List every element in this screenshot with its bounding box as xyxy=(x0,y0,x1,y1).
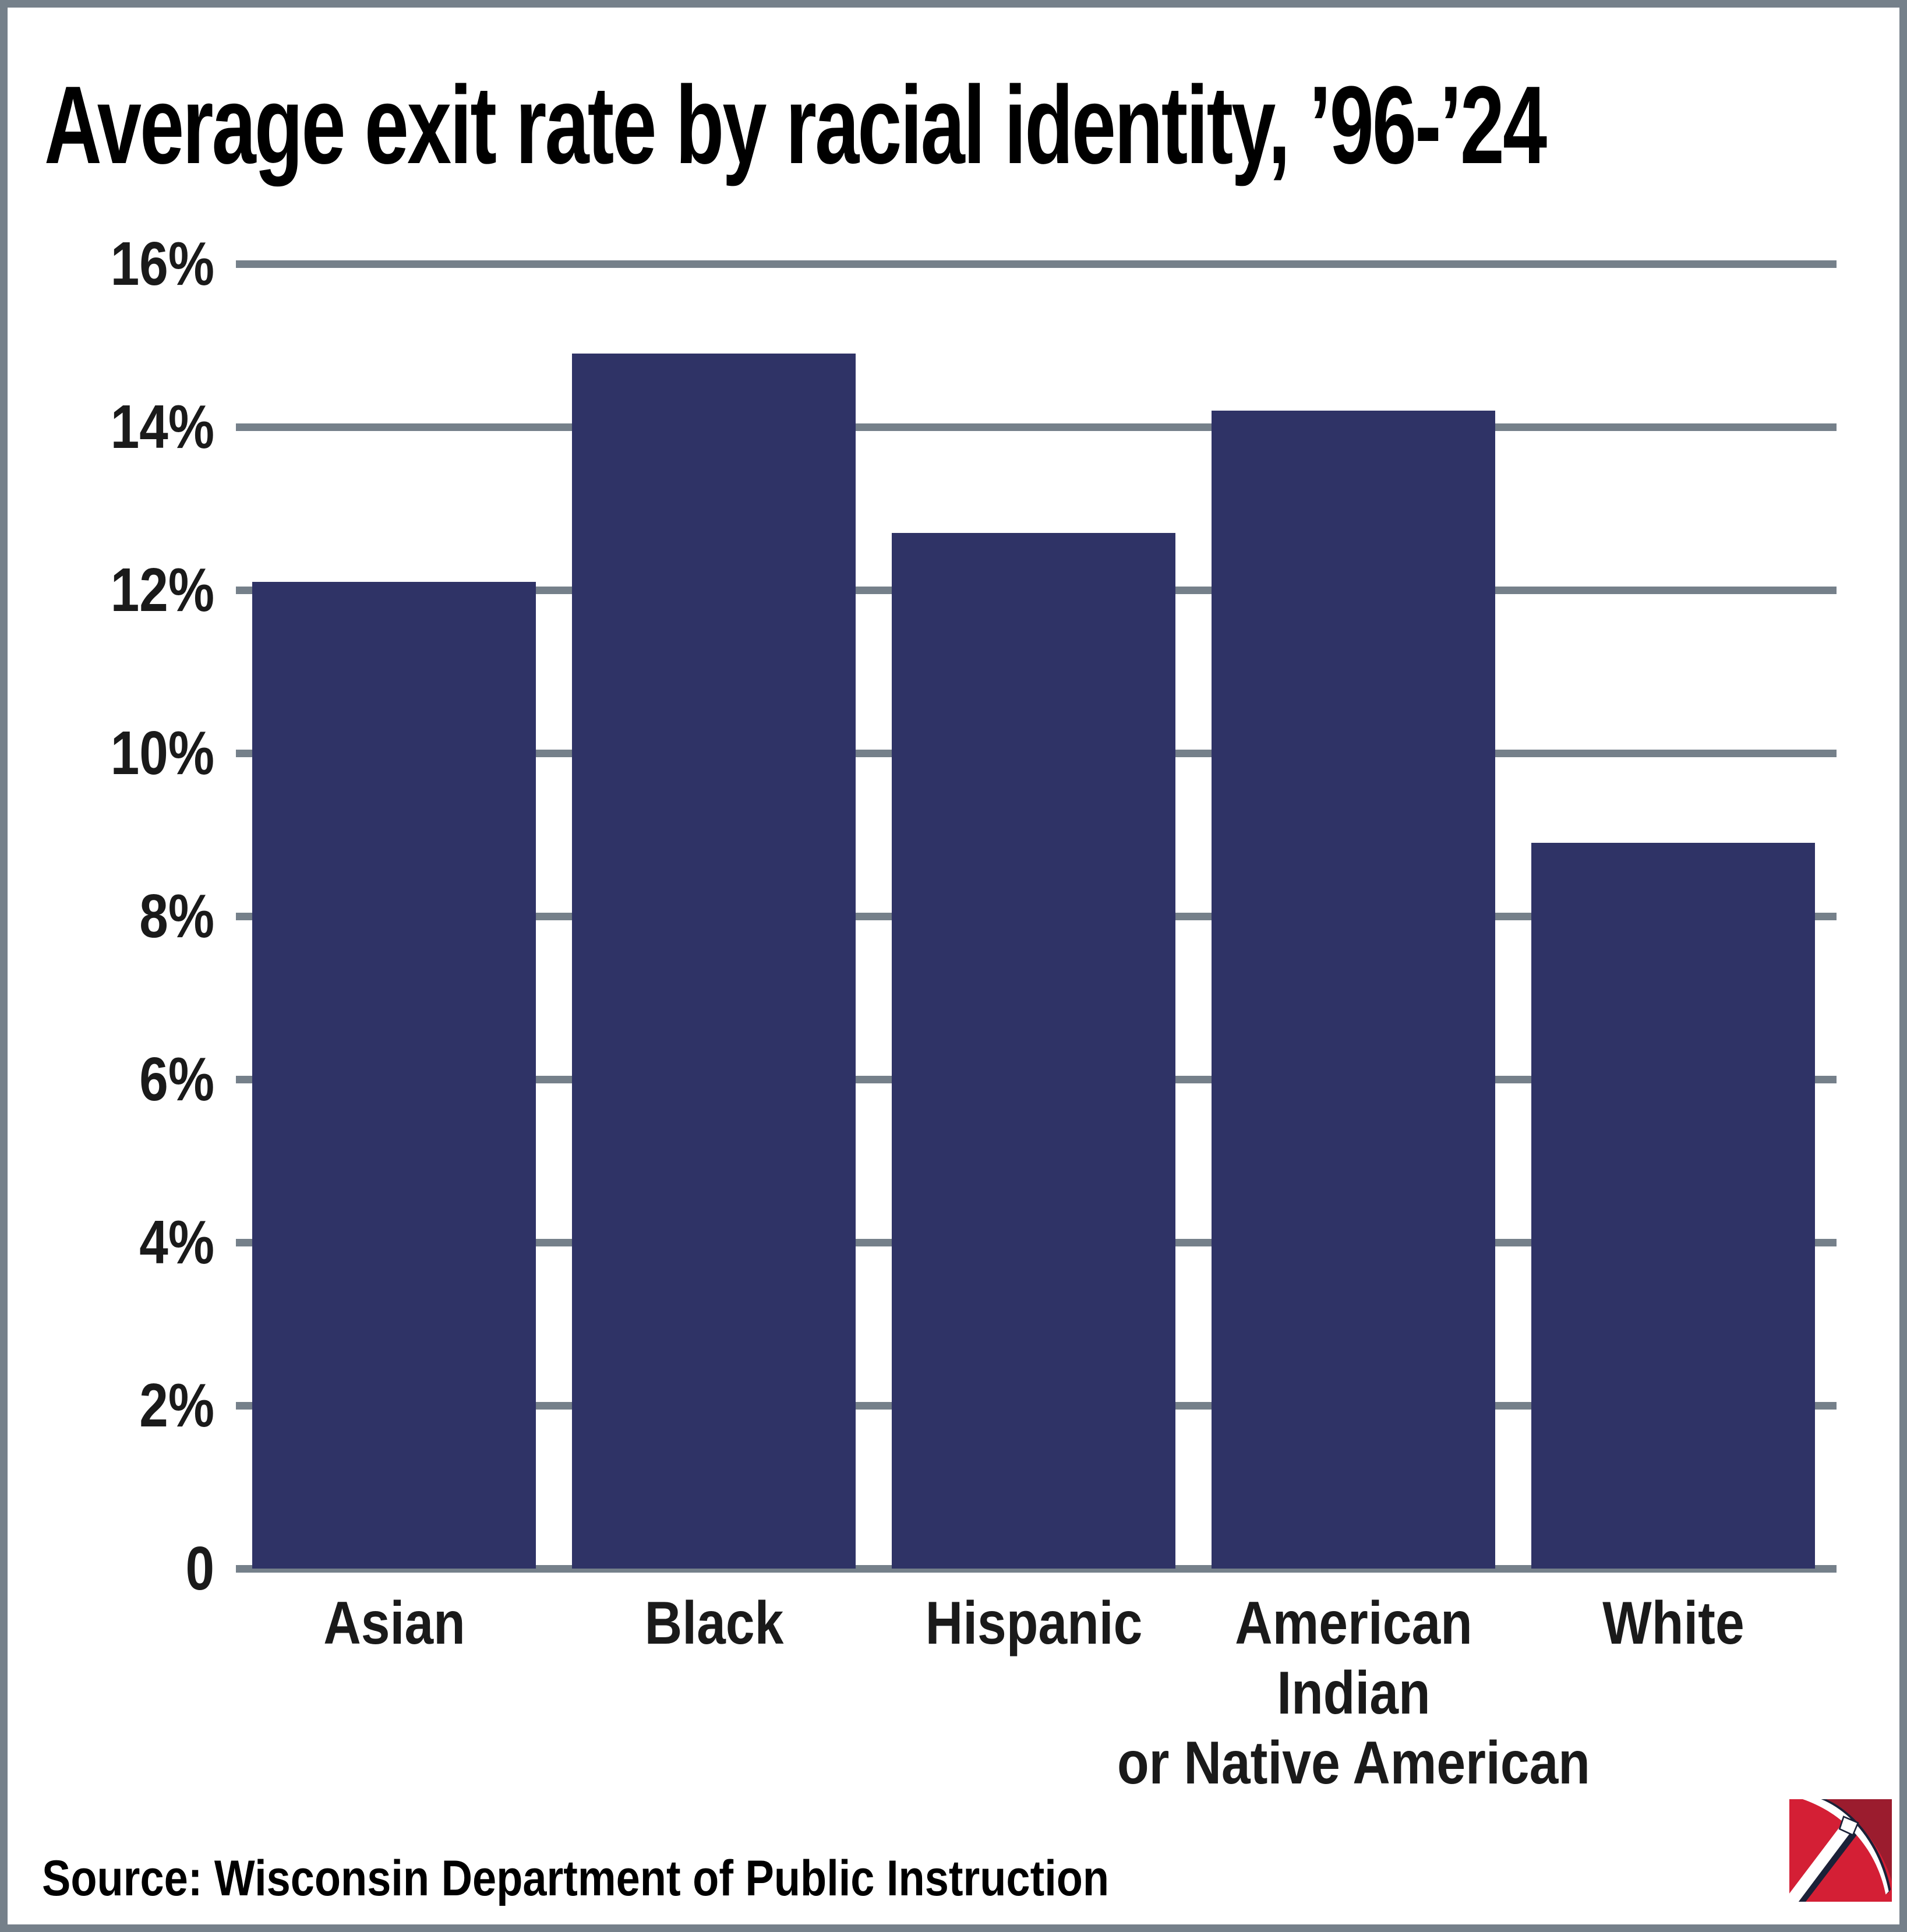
y-tick-label-2: 2% xyxy=(139,1371,214,1440)
y-tick-label-0: 0 xyxy=(185,1534,214,1603)
x-category-label-line: Asian xyxy=(323,1590,465,1657)
logo-handle xyxy=(1789,1817,1854,1902)
x-category-label-line: Black xyxy=(644,1590,784,1657)
pickaxe-logo xyxy=(1789,1799,1892,1902)
bar-hispanic xyxy=(892,533,1175,1569)
bar-american-indian-or-native-american xyxy=(1212,411,1495,1569)
x-category-label-line: White xyxy=(1602,1590,1744,1657)
x-category-label-hispanic: Hispanic xyxy=(655,1588,1412,1658)
y-tick-label-14: 14% xyxy=(110,393,214,461)
x-category-label-line: Indian xyxy=(1277,1659,1431,1727)
x-category-label-line: or Native American xyxy=(1117,1729,1590,1797)
bar-black xyxy=(572,354,856,1569)
x-category-label-line: American xyxy=(1235,1590,1472,1657)
x-category-label-line: Hispanic xyxy=(925,1590,1143,1657)
y-tick-label-8: 8% xyxy=(139,882,214,951)
gridline-16 xyxy=(236,260,1837,268)
y-tick-label-12: 12% xyxy=(110,556,214,624)
y-tick-label-6: 6% xyxy=(139,1045,214,1114)
bar-white xyxy=(1531,843,1815,1569)
logo-pick-head-knob xyxy=(1838,1816,1859,1836)
bar-asian xyxy=(252,582,536,1569)
x-category-label-white: White xyxy=(1295,1588,1907,1658)
x-category-label-american-indian-or-native-american: American Indian or Native American xyxy=(975,1588,1732,1798)
y-tick-label-10: 10% xyxy=(110,719,214,787)
y-tick-label-4: 4% xyxy=(139,1208,214,1277)
y-tick-label-16: 16% xyxy=(110,229,214,298)
logo-dark-red-corner xyxy=(1826,1799,1892,1881)
chart-title: Average exit rate by racial identity, ’9… xyxy=(44,63,1547,187)
source-note: Source: Wisconsin Department of Public I… xyxy=(42,1850,1110,1906)
x-category-label-black: Black xyxy=(336,1588,1093,1658)
x-category-label-asian: Asian xyxy=(16,1588,773,1658)
gridline-14 xyxy=(236,423,1837,431)
